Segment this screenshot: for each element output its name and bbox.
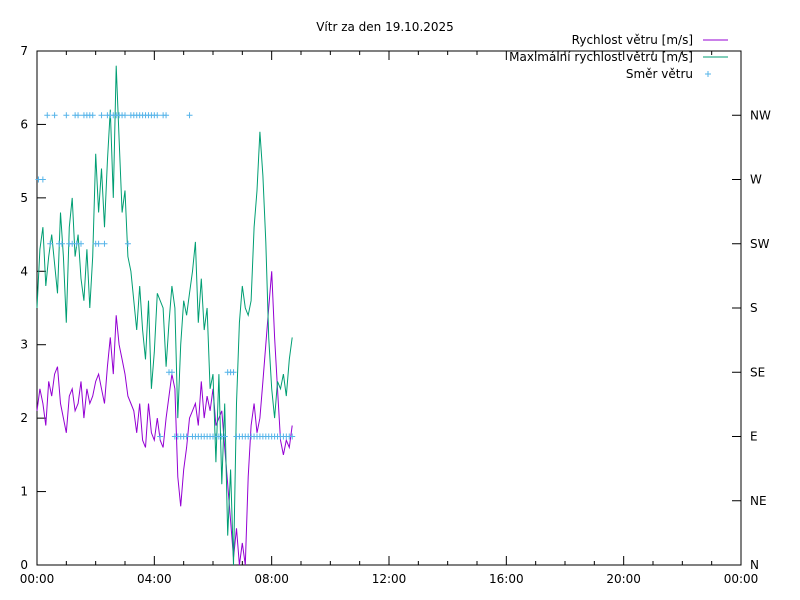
y-tick-label: 6 bbox=[20, 117, 28, 131]
y-tick-label: 7 bbox=[20, 44, 28, 58]
direction-point bbox=[157, 433, 164, 440]
chart-title: Vítr za den 19.10.2025 bbox=[316, 20, 454, 34]
y-tick-label: 5 bbox=[20, 191, 28, 205]
legend-label-1: Maximální rychlost větru [m/s] bbox=[509, 50, 693, 64]
y2-tick-label: W bbox=[750, 173, 762, 187]
x-tick-label: 12:00 bbox=[372, 572, 407, 586]
y-tick-label: 3 bbox=[20, 338, 28, 352]
direction-point bbox=[221, 433, 228, 440]
x-tick-label: 20:00 bbox=[606, 572, 641, 586]
direction-point bbox=[98, 112, 105, 119]
series-layer bbox=[35, 65, 296, 566]
y2-tick-label: SE bbox=[750, 365, 765, 379]
y2-tick-label: NE bbox=[750, 494, 767, 508]
y-tick-label: 2 bbox=[20, 411, 28, 425]
direction-point bbox=[186, 112, 193, 119]
y2-tick-label: SW bbox=[750, 237, 770, 251]
direction-point bbox=[44, 112, 51, 119]
series-line-1 bbox=[36, 65, 293, 566]
y2-tick-label: N bbox=[750, 558, 759, 572]
direction-point bbox=[183, 433, 190, 440]
direction-point bbox=[75, 112, 82, 119]
direction-point bbox=[163, 112, 170, 119]
direction-point bbox=[122, 112, 128, 119]
y-tick-label: 4 bbox=[20, 264, 28, 278]
series-points-2 bbox=[35, 112, 296, 440]
direction-point bbox=[78, 240, 84, 247]
direction-point bbox=[230, 369, 237, 376]
y2-tick-label: NW bbox=[750, 108, 771, 122]
legend: Rychlost větru [m/s] Maximální rychlost v… bbox=[509, 33, 728, 81]
y2-tick-label: E bbox=[750, 430, 758, 444]
direction-point bbox=[63, 112, 70, 119]
direction-point bbox=[39, 176, 46, 183]
legend-label-0: Rychlost větru [m/s] bbox=[572, 33, 693, 47]
direction-point bbox=[124, 240, 131, 247]
direction-point bbox=[95, 240, 102, 247]
direction-point bbox=[101, 240, 108, 247]
legend-label-2: Směr větru bbox=[626, 67, 693, 81]
legend-swatch-2 bbox=[705, 71, 711, 77]
axes: 00:00 04:00 08:00 12:00 16:00 20:00 00:0001234… bbox=[20, 44, 771, 586]
direction-point bbox=[168, 369, 175, 376]
y-tick-label: 1 bbox=[20, 485, 28, 499]
series-line-0 bbox=[36, 271, 293, 566]
direction-point bbox=[289, 433, 296, 440]
direction-point bbox=[89, 112, 96, 119]
direction-point bbox=[51, 112, 58, 119]
y2-tick-label: S bbox=[750, 301, 758, 315]
x-tick-label: 08:00 bbox=[254, 572, 289, 586]
plot-border bbox=[36, 50, 742, 566]
direction-point bbox=[58, 240, 65, 247]
x-tick-label: 16:00 bbox=[489, 572, 524, 586]
direction-point bbox=[154, 112, 161, 119]
direction-point bbox=[47, 240, 54, 247]
x-tick-label: 04:00 bbox=[137, 572, 172, 586]
x-tick-label: 00:00 bbox=[724, 572, 759, 586]
x-tick-label: 00:00 bbox=[20, 572, 55, 586]
y-tick-label: 0 bbox=[20, 558, 28, 572]
